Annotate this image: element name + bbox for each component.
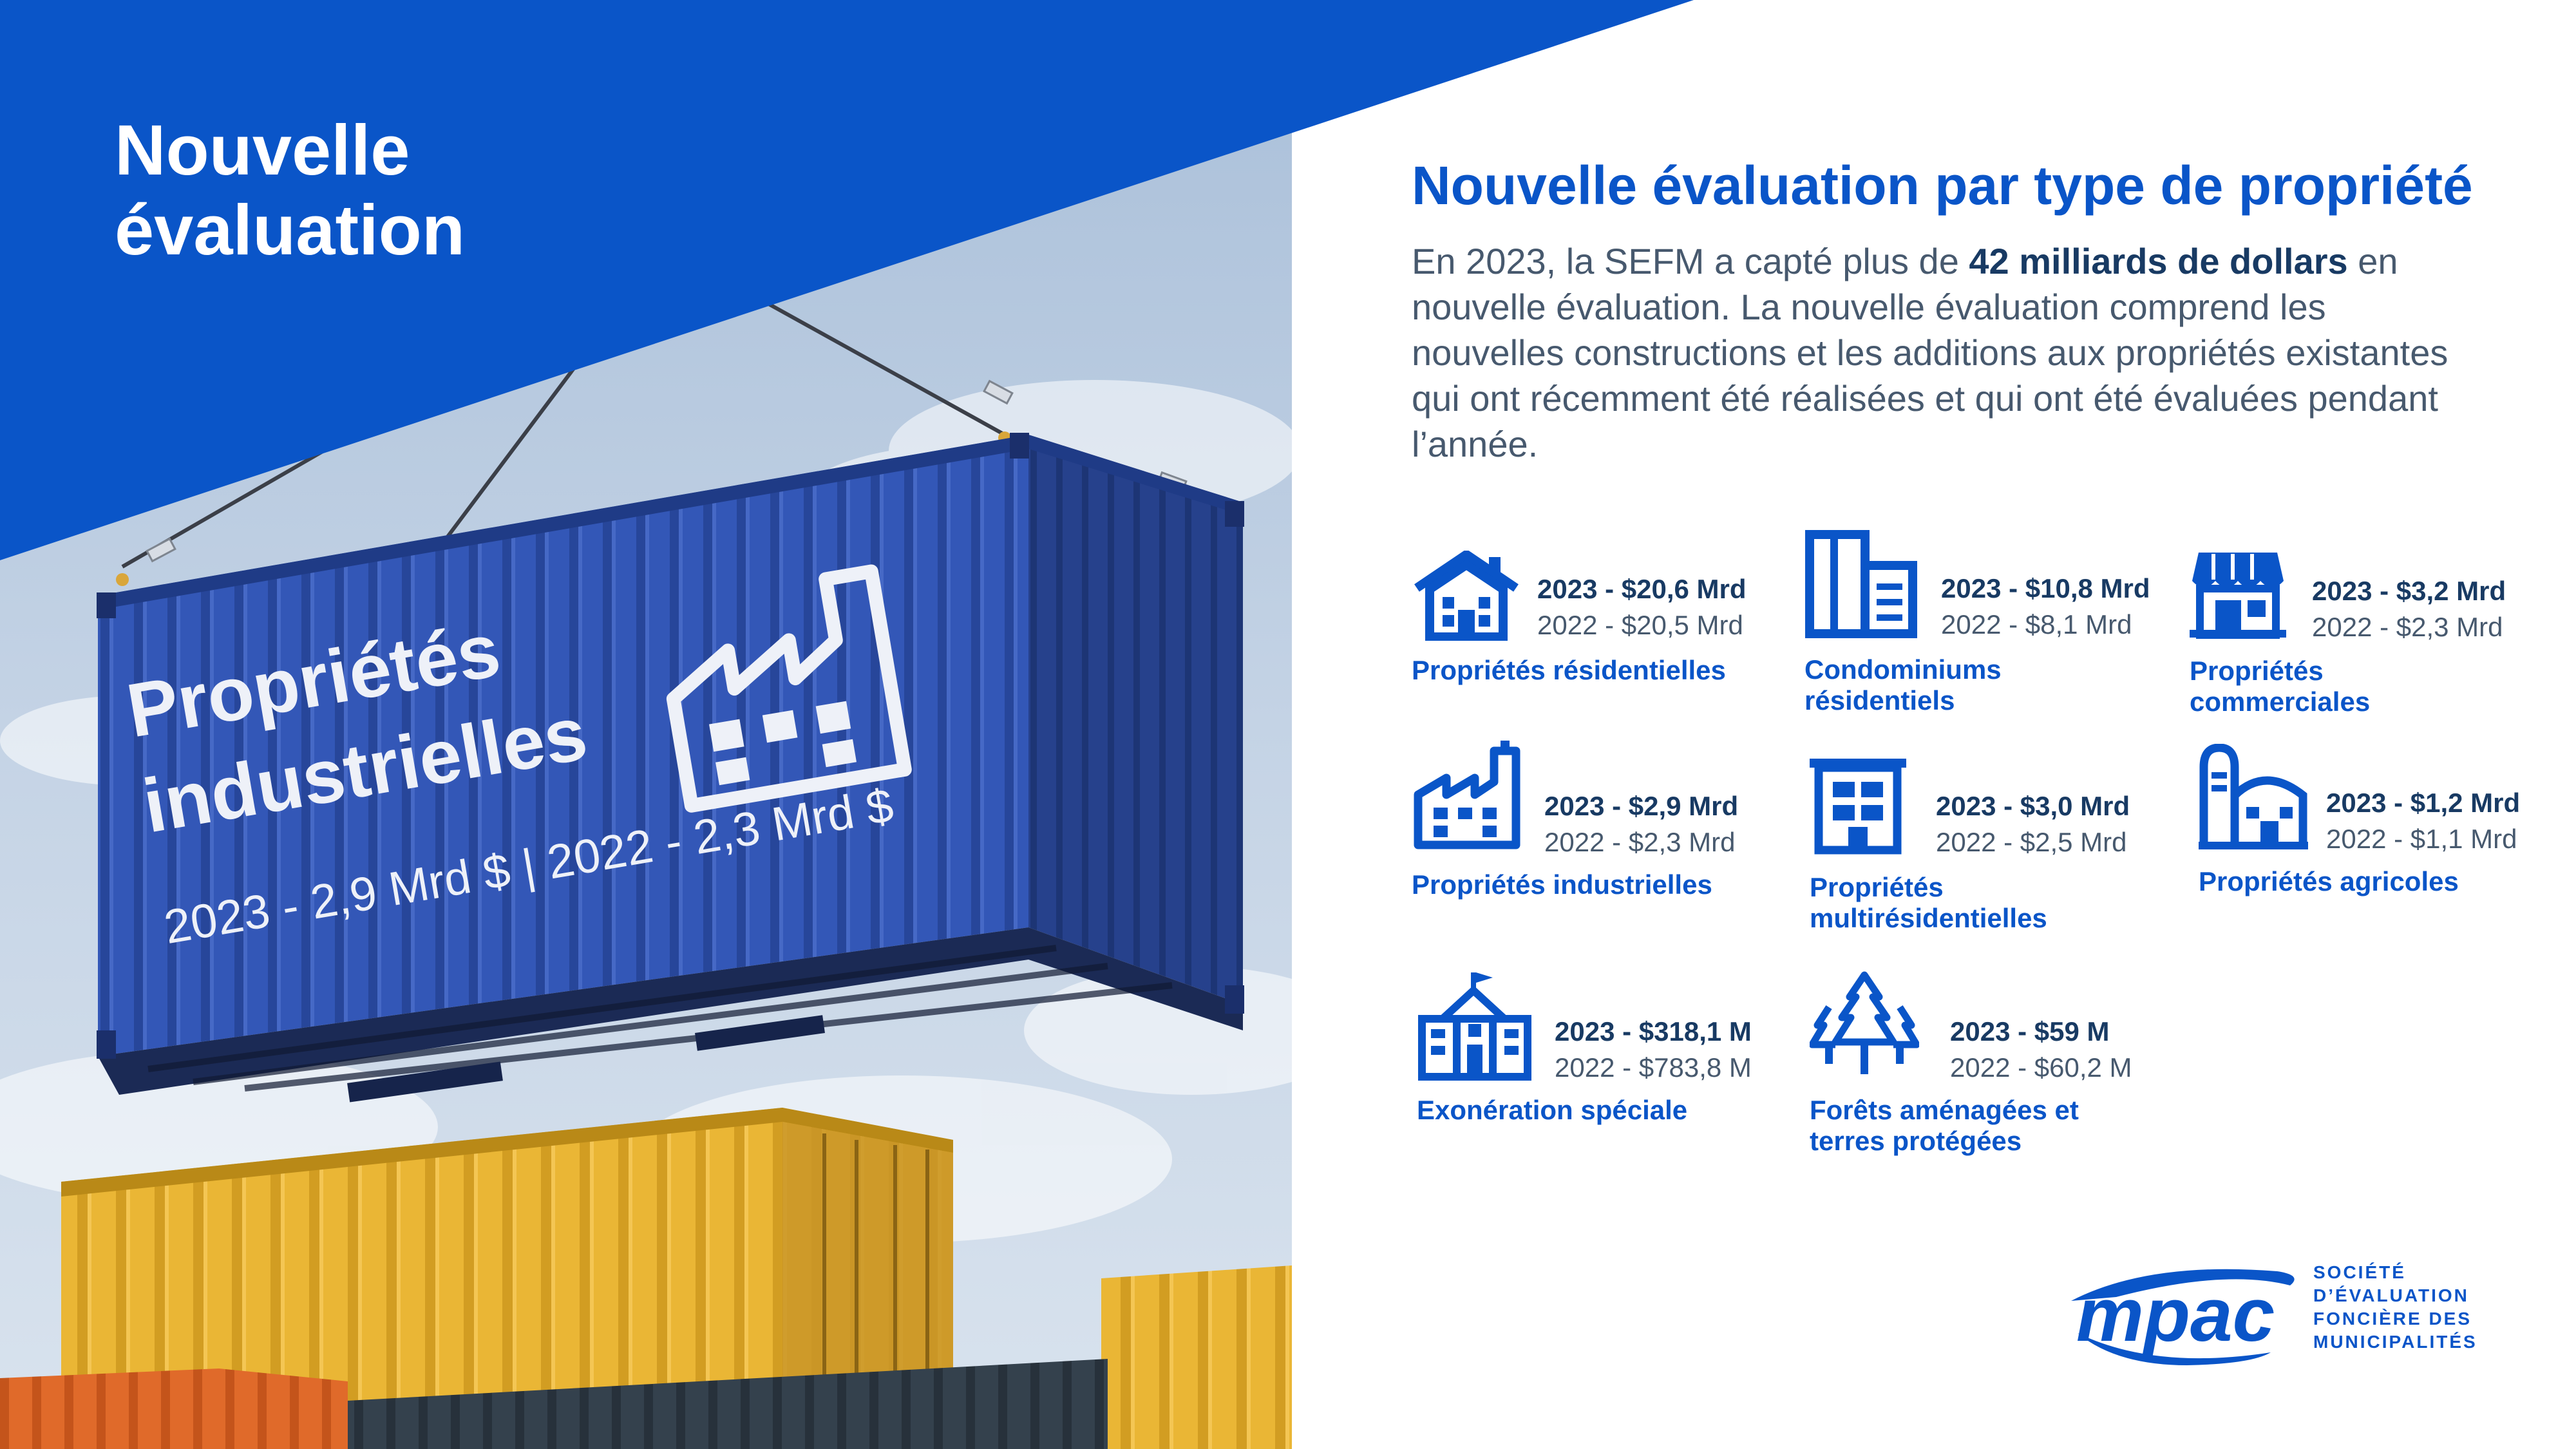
factory-icon — [1414, 741, 1520, 849]
barn-silo-icon — [2199, 744, 2308, 849]
intro-highlight: 42 milliards de dollars — [1969, 241, 2348, 281]
property-type-label: Propriétés résidentielles — [1412, 655, 1726, 685]
mpac-wordmark: mpac — [2076, 1273, 2275, 1358]
property-type-managed-forests: 2023 - $59 M 2022 - $60,2 M Forêts aména… — [1810, 971, 2209, 1177]
property-type-label: Propriétés commerciales — [2190, 656, 2371, 717]
value-2023: 2023 - $1,2 Mrd — [2326, 788, 2521, 818]
value-2022: 2022 - $2,5 Mrd — [1936, 827, 2127, 857]
value-2022: 2022 - $2,3 Mrd — [1544, 827, 1736, 857]
property-type-label: Exonération spéciale — [1417, 1095, 1688, 1125]
property-type-label: Propriétés agricoles — [2199, 866, 2459, 896]
storefront-icon — [2190, 553, 2286, 639]
page-title: Nouvelle évaluation — [115, 111, 466, 270]
section-heading: Nouvelle évaluation par type de propriét… — [1412, 155, 2473, 216]
mpac-full-name: SOCIÉTÉ D’ÉVALUATION FONCIÈRE DES MUNICI… — [2313, 1262, 2477, 1352]
value-2023: 2023 - $59 M — [1950, 1016, 2110, 1046]
value-2023: 2023 - $318,1 M — [1555, 1016, 1752, 1046]
value-2022: 2022 - $8,1 Mrd — [1941, 609, 2132, 639]
property-type-agricultural: 2023 - $1,2 Mrd 2022 - $1,1 Mrd Propriét… — [2199, 744, 2559, 911]
property-type-label: Propriétés multirésidentielles — [1810, 872, 2047, 933]
value-2023: 2023 - $2,9 Mrd — [1544, 791, 1739, 821]
value-2023: 2023 - $3,2 Mrd — [2312, 576, 2506, 606]
intro-paragraph: En 2023, la SEFM a capté plus de 42 mill… — [1412, 241, 2448, 464]
value-2022: 2022 - $2,3 Mrd — [2312, 612, 2503, 642]
property-type-label: Condominiums résidentiels — [1804, 654, 2002, 715]
mpac-wordmark-logo: mpac — [2071, 1269, 2295, 1365]
property-type-multiresidential: 2023 - $3,0 Mrd 2022 - $2,5 Mrd Propriét… — [1810, 759, 2196, 939]
value-2023: 2023 - $3,0 Mrd — [1936, 791, 2130, 821]
property-type-commercial: 2023 - $3,2 Mrd 2022 - $2,3 Mrd Propriét… — [2190, 549, 2550, 729]
value-2023: 2023 - $20,6 Mrd — [1537, 574, 1747, 604]
property-type-condominium: 2023 - $10,8 Mrd 2022 - $8,1 Mrd Condomi… — [1804, 529, 2191, 723]
value-2022: 2022 - $60,2 M — [1950, 1052, 2132, 1083]
mpac-logo: mpac SOCIÉTÉ D’ÉVALUATION FONCIÈRE DES M… — [2058, 1256, 2509, 1372]
property-type-label: Propriétés industrielles — [1412, 869, 1712, 900]
school-building-icon — [1418, 972, 1531, 1081]
property-type-residential: 2023 - $20,6 Mrd 2022 - $20,5 Mrd Propri… — [1412, 551, 1798, 692]
condominium-icon — [1805, 530, 1917, 638]
house-icon — [1414, 551, 1519, 641]
property-type-label: Forêts aménagées et terres protégées — [1810, 1095, 2079, 1156]
value-2022: 2022 - $783,8 M — [1555, 1052, 1752, 1083]
value-2022: 2022 - $1,1 Mrd — [2326, 824, 2517, 854]
value-2022: 2022 - $20,5 Mrd — [1537, 610, 1743, 640]
property-type-industrial: 2023 - $2,9 Mrd 2022 - $2,3 Mrd Propriét… — [1412, 741, 1811, 908]
property-type-special-exemption: 2023 - $318,1 M 2022 - $783,8 M Exonérat… — [1417, 972, 1816, 1140]
value-2023: 2023 - $10,8 Mrd — [1941, 573, 2150, 603]
apartment-building-icon — [1810, 759, 1906, 855]
pine-trees-icon — [1810, 971, 1919, 1074]
